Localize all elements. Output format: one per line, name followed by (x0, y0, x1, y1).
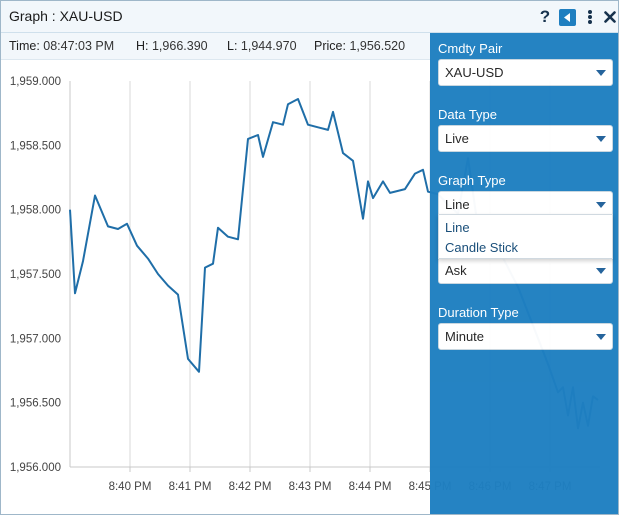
y-tick-label: 1,956.500 (10, 398, 61, 410)
x-tick-label: 8:40 PM (109, 481, 152, 493)
cmdty-pair-label: Cmdty Pair (438, 41, 503, 56)
y-tick-label: 1,957.000 (10, 333, 61, 345)
y-tick-label: 1,957.500 (10, 269, 61, 281)
chevron-down-icon (596, 136, 606, 142)
data-type-select[interactable]: Live (438, 125, 613, 152)
y-tick-label: 1,956.000 (10, 462, 61, 474)
price-type-value: Ask (445, 263, 467, 278)
cmdty-pair-select[interactable]: XAU-USD (438, 59, 613, 86)
y-tick-label: 1,958.500 (10, 140, 61, 152)
graph-type-select[interactable]: Line (438, 191, 613, 218)
settings-panel: Cmdty Pair XAU-USD Data Type Live Graph … (430, 33, 618, 514)
more-vertical-icon[interactable] (581, 7, 599, 27)
chevron-down-icon (596, 70, 606, 76)
window-title: Graph : XAU-USD (9, 8, 123, 24)
chevron-down-icon (596, 334, 606, 340)
low-readout: L: 1,944.970 (227, 39, 297, 53)
graph-type-option-candle-stick[interactable]: Candle Stick (445, 240, 518, 255)
duration-type-label: Duration Type (438, 305, 519, 320)
graph-type-dropdown: Line Candle Stick (438, 214, 613, 259)
x-tick-label: 8:43 PM (289, 481, 332, 493)
graph-type-value: Line (445, 197, 470, 212)
collapse-panel-icon[interactable] (559, 9, 576, 26)
graph-type-option-line[interactable]: Line (445, 220, 470, 235)
data-type-label: Data Type (438, 107, 498, 122)
title-bar: Graph : XAU-USD ? (1, 1, 618, 33)
price-info-bar: Time: 08:47:03 PM H: 1,966.390 L: 1,944.… (1, 33, 431, 60)
graph-type-label: Graph Type (438, 173, 506, 188)
y-tick-label: 1,959.000 (10, 76, 61, 88)
x-tick-label: 8:44 PM (349, 481, 392, 493)
time-readout: Time: 08:47:03 PM (9, 39, 115, 53)
duration-type-select[interactable]: Minute (438, 323, 613, 350)
cmdty-pair-value: XAU-USD (445, 65, 504, 80)
close-icon[interactable] (601, 7, 618, 27)
y-tick-label: 1,958.000 (10, 205, 61, 217)
price-readout: Price: 1,956.520 (314, 39, 406, 53)
chevron-down-icon (596, 202, 606, 208)
chevron-down-icon (596, 268, 606, 274)
high-readout: H: 1,966.390 (136, 39, 208, 53)
data-type-value: Live (445, 131, 469, 146)
x-tick-label: 8:42 PM (229, 481, 272, 493)
price-type-select[interactable]: Ask (438, 257, 613, 284)
x-tick-label: 8:41 PM (169, 481, 212, 493)
duration-type-value: Minute (445, 329, 485, 344)
help-icon[interactable]: ? (539, 7, 551, 26)
